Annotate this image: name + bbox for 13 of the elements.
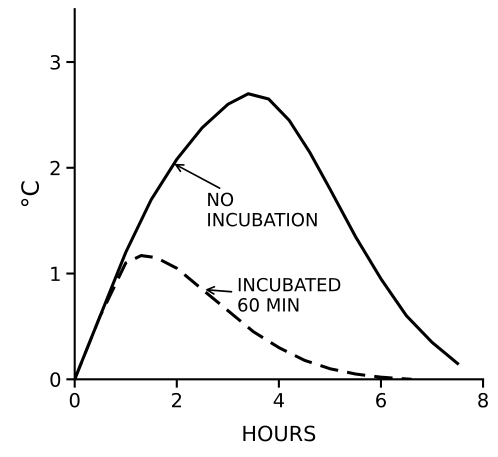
y-tick-label: 0 [50,372,60,387]
x-tick-label: 2 [172,392,182,408]
y-tick-label: 2 [50,160,60,176]
y-tick-label: 1 [51,266,60,281]
x-axis-title: HOURS [243,426,316,442]
annotation: NO INCUBATION [208,192,317,226]
y-tick-label: 3 [50,54,60,70]
y-axis-title: °C [21,181,40,206]
x-tick-label: 6 [376,392,386,408]
x-tick-label: 0 [70,392,80,408]
x-tick-label: 4 [274,393,284,408]
x-tick-label: 8 [478,392,488,408]
annotation: INCUBATED 60 MIN [238,278,340,312]
